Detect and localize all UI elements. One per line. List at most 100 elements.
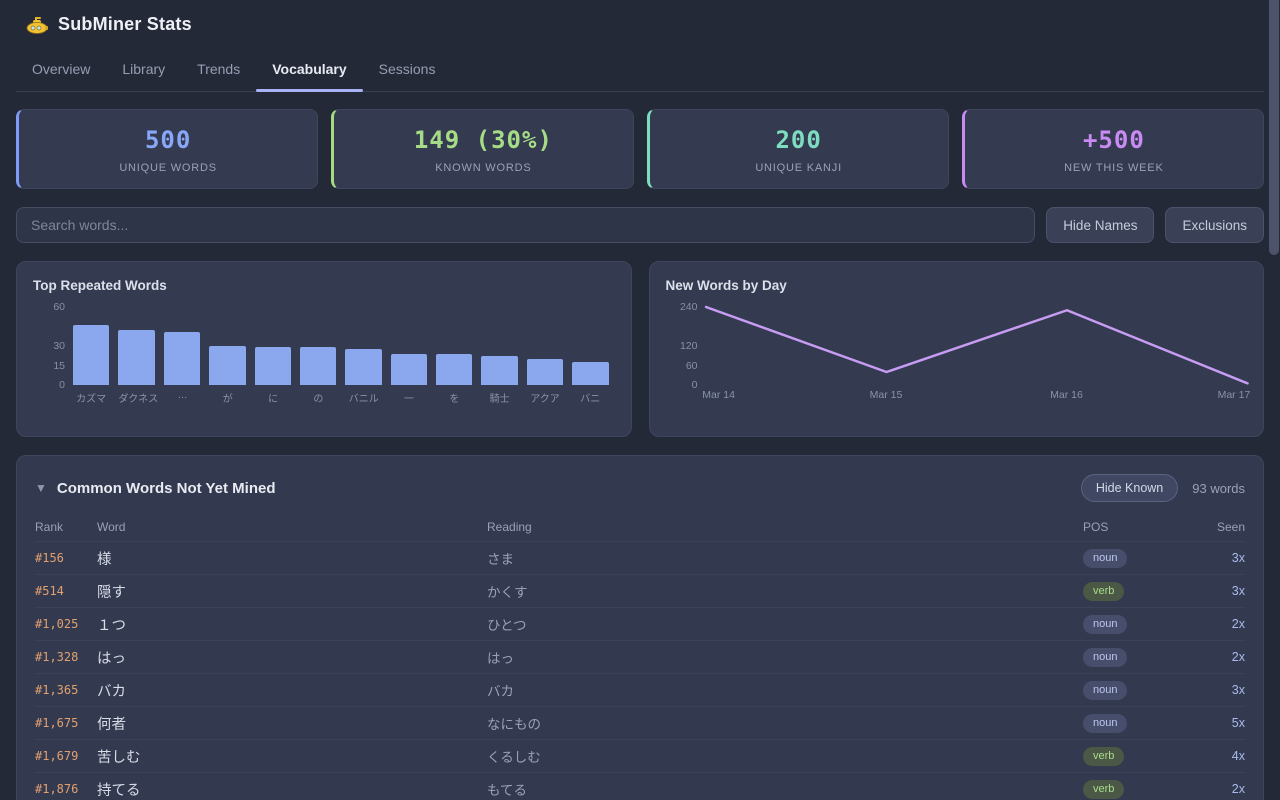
pos-badge: noun	[1083, 548, 1128, 569]
rank-cell: #514	[35, 584, 64, 598]
bar-アクア	[526, 359, 564, 385]
bar-chart-y-axis: 0 15 30 60	[33, 301, 73, 391]
stat-label: UNIQUE KANJI	[755, 162, 842, 174]
table-row[interactable]: #1,025 １つ ひとつ noun 2x	[35, 608, 1245, 641]
bar-category-label: ダクネス	[118, 394, 159, 405]
stat-value: +500	[1082, 126, 1145, 154]
bar-の	[299, 347, 337, 385]
bar-category-label: 騎士	[489, 394, 510, 405]
stat-card-unique-words: 500 UNIQUE WORDS	[16, 109, 319, 189]
pos-badge: noun	[1083, 713, 1128, 734]
rank-cell: #156	[35, 551, 64, 565]
table-row[interactable]: #1,675 何者 なにもの noun 5x	[35, 707, 1245, 740]
rank-cell: #1,328	[35, 650, 79, 664]
search-input[interactable]	[16, 207, 1036, 243]
stat-value: 500	[144, 126, 192, 154]
seen-count-cell: 4x	[1231, 749, 1245, 763]
bar-category-label: アクア	[530, 394, 560, 405]
y-tick-label: 60	[53, 301, 65, 313]
table-header-row: Rank Word Reading POS Seen	[35, 512, 1245, 542]
bar-category-label: バニル	[348, 394, 379, 405]
tab-vocabulary[interactable]: Vocabulary	[256, 49, 364, 92]
seen-count-cell: 3x	[1231, 551, 1245, 565]
reading-cell: もてる	[487, 783, 527, 798]
pos-badge: noun	[1083, 680, 1128, 701]
seen-count-cell: 2x	[1231, 650, 1245, 664]
submarine-logo-icon	[26, 16, 48, 34]
bar-category-label: を	[449, 394, 460, 405]
search-row: Hide Names Exclusions	[16, 207, 1264, 243]
seen-count-cell: 5x	[1231, 716, 1245, 730]
word-cell: 隠す	[97, 584, 126, 601]
word-cell: １つ	[97, 617, 126, 634]
y-tick-label: 120	[679, 340, 698, 352]
bar-category-label: の	[313, 394, 324, 405]
tab-trends[interactable]: Trends	[181, 49, 256, 91]
tab-overview[interactable]: Overview	[16, 49, 106, 91]
seen-count-cell: 3x	[1231, 584, 1245, 598]
table-row[interactable]: #156 様 さま noun 3x	[35, 542, 1245, 575]
pos-badge: verb	[1083, 581, 1125, 602]
common-words-section: ▼ Common Words Not Yet Mined Hide Known …	[16, 455, 1264, 800]
table-row[interactable]: #1,328 はっ はっ noun 2x	[35, 641, 1245, 674]
reading-cell: ひとつ	[487, 618, 527, 633]
stat-card-known-words: 149 (30%) KNOWN WORDS	[331, 109, 634, 189]
x-tick-label: Mar 16	[1050, 389, 1083, 401]
table-row[interactable]: #514 隠す かくす verb 3x	[35, 575, 1245, 608]
rank-cell: #1,025	[35, 617, 79, 631]
word-cell: はっ	[97, 650, 126, 667]
tab-bar: Overview Library Trends Vocabulary Sessions	[16, 49, 1264, 92]
new-words-by-day-chart: New Words by Day 0 60 120 240 Mar 14 Mar 15 M…	[648, 261, 1264, 437]
word-count-label: 93 words	[1192, 480, 1245, 496]
section-title: Common Words Not Yet Mined	[56, 479, 276, 497]
bar-に	[254, 347, 291, 385]
stat-card-unique-kanji: 200 UNIQUE KANJI	[646, 109, 949, 189]
bar-一	[390, 353, 427, 385]
pos-badge: verb	[1083, 779, 1125, 800]
page-scrollbar-thumb[interactable]	[1269, 0, 1279, 255]
rank-cell: #1,365	[35, 683, 79, 697]
hide-known-toggle[interactable]: Hide Known	[1080, 474, 1179, 502]
hide-names-button[interactable]: Hide Names	[1046, 207, 1155, 243]
reading-cell: かくす	[487, 585, 528, 600]
seen-count-cell: 2x	[1231, 617, 1245, 631]
bar-category-label: が	[222, 394, 233, 405]
column-header-rank: Rank	[35, 519, 64, 534]
page-scrollbar-track[interactable]	[1268, 0, 1280, 800]
seen-count-cell: 2x	[1231, 782, 1245, 796]
stat-value: 149 (30%)	[413, 126, 553, 154]
rank-cell: #1,679	[35, 749, 79, 763]
bar-ダクネス	[118, 330, 155, 385]
word-cell: 何者	[97, 716, 126, 733]
word-cell: 持てる	[97, 782, 141, 799]
bar-category-label: …	[177, 390, 188, 401]
column-header-word: Word	[97, 519, 126, 534]
y-tick-label: 0	[691, 379, 698, 391]
stats-row: 500 UNIQUE WORDS 149 (30%) KNOWN WORDS 200 UN…	[16, 109, 1264, 189]
table-row[interactable]: #1,876 持てる もてる verb 2x	[35, 773, 1245, 800]
line-chart-plot: Mar 14 Mar 15 Mar 16 Mar 17	[702, 307, 1250, 403]
stat-value: 200	[775, 126, 822, 154]
bar-が	[209, 346, 246, 385]
bar-カズマ	[73, 325, 110, 385]
tab-sessions[interactable]: Sessions	[363, 49, 452, 91]
tab-library[interactable]: Library	[106, 49, 181, 91]
pos-badge: noun	[1083, 647, 1128, 668]
chart-title: Top Repeated Words	[33, 278, 167, 293]
table-row[interactable]: #1,365 バカ バカ noun 3x	[35, 674, 1245, 707]
bar-chart-plot: カズマ ダクネス … が に の バニル 一 を 騎士 アクア バニ	[73, 307, 615, 405]
x-tick-label: Mar 14	[702, 389, 735, 401]
bar-category-label: 一	[404, 394, 415, 405]
bar-を	[436, 353, 473, 385]
page-title: SubMiner Stats	[58, 14, 192, 34]
word-cell: バカ	[97, 683, 126, 700]
table-row[interactable]: #1,679 苦しむ くるしむ verb 4x	[35, 740, 1245, 773]
seen-count-cell: 3x	[1231, 683, 1245, 697]
exclusions-button[interactable]: Exclusions	[1165, 207, 1264, 243]
reading-cell: さま	[487, 552, 514, 567]
collapse-triangle-icon[interactable]: ▼	[35, 481, 47, 495]
top-repeated-words-chart: Top Repeated Words 0 15 30 60 カズマ ダクネス … が に の バニ…	[16, 261, 632, 437]
stat-label: KNOWN WORDS	[435, 162, 532, 174]
pos-badge: verb	[1083, 746, 1125, 767]
chart-title: New Words by Day	[665, 278, 787, 293]
